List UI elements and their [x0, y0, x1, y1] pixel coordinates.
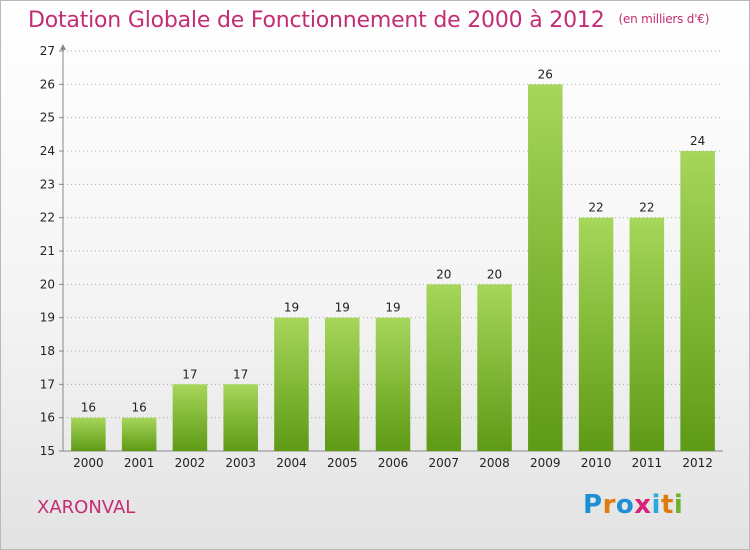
bar-value-label: 19 [335, 301, 350, 315]
logo-letter: x [634, 490, 652, 520]
town-name: XARONVAL [37, 497, 136, 518]
bar [578, 217, 614, 451]
bar-value-label: 26 [538, 67, 553, 81]
x-tick-label: 2005 [327, 456, 358, 470]
bar [477, 284, 512, 451]
bar-value-label: 17 [182, 367, 197, 381]
bar-value-label: 16 [132, 401, 147, 415]
x-tick-label: 2003 [225, 456, 256, 470]
bar-value-label: 22 [639, 201, 654, 215]
bar [426, 284, 462, 451]
chart-title: Dotation Globale de Fonctionnement de 20… [28, 8, 709, 33]
x-tick-label: 2004 [276, 456, 307, 470]
y-tick-label: 15 [40, 444, 55, 458]
y-tick-label: 23 [40, 177, 55, 191]
chart-subtitle: (en milliers d'€) [618, 12, 710, 26]
bar-value-label: 20 [487, 267, 502, 281]
y-tick-label: 18 [40, 344, 55, 358]
x-tick-label: 2000 [73, 456, 104, 470]
bar [121, 417, 157, 451]
bar-value-label: 22 [588, 201, 603, 215]
logo-letter: o [615, 490, 635, 520]
bar-value-label: 17 [233, 367, 248, 381]
bar [324, 317, 360, 451]
bar [680, 151, 715, 451]
bar-value-label: 20 [436, 267, 451, 281]
y-tick-label: 24 [40, 144, 55, 158]
x-tick-label: 2010 [581, 456, 612, 470]
bar [172, 384, 208, 451]
logo-letter: i [651, 490, 661, 520]
y-tick-label: 22 [40, 211, 55, 225]
logo-letter: r [602, 490, 616, 520]
bar-value-label: 24 [690, 134, 705, 148]
logo-letter: t [660, 490, 674, 520]
labels: 15 16 17 18 19 20 21 22 23 24 25 26 27 16 2000 16 2001 17… [40, 44, 713, 470]
bar-value-label: 19 [284, 301, 299, 315]
bar [375, 317, 411, 451]
y-axis-arrow [60, 44, 66, 50]
y-tick-label: 25 [40, 111, 55, 125]
proxiti-logo[interactable]: Proxiti [583, 490, 683, 520]
x-tick-label: 2011 [632, 456, 663, 470]
y-tick-label: 16 [40, 411, 55, 425]
y-tick-label: 21 [40, 244, 55, 258]
logo-letter: P [583, 490, 603, 520]
x-tick-label: 2006 [378, 456, 409, 470]
y-tick-label: 19 [40, 311, 55, 325]
bar [274, 317, 309, 451]
y-tick-label: 27 [40, 44, 55, 58]
bar [629, 217, 665, 451]
x-tick-label: 2012 [682, 456, 713, 470]
y-tick-label: 17 [40, 377, 55, 391]
bar-value-label: 19 [385, 301, 400, 315]
bar-value-label: 16 [81, 401, 96, 415]
bars [71, 84, 715, 451]
x-tick-label: 2008 [479, 456, 510, 470]
x-tick-label: 2001 [124, 456, 155, 470]
bar [528, 84, 563, 451]
logo-letter: i [673, 490, 684, 520]
bar [223, 384, 258, 451]
x-tick-label: 2007 [428, 456, 459, 470]
y-tick-label: 20 [40, 277, 55, 291]
x-tick-label: 2002 [175, 456, 206, 470]
x-tick-label: 2009 [530, 456, 561, 470]
chart-title-text: Dotation Globale de Fonctionnement de 20… [28, 8, 605, 33]
y-tick-label: 26 [40, 77, 55, 91]
bar [71, 417, 106, 451]
